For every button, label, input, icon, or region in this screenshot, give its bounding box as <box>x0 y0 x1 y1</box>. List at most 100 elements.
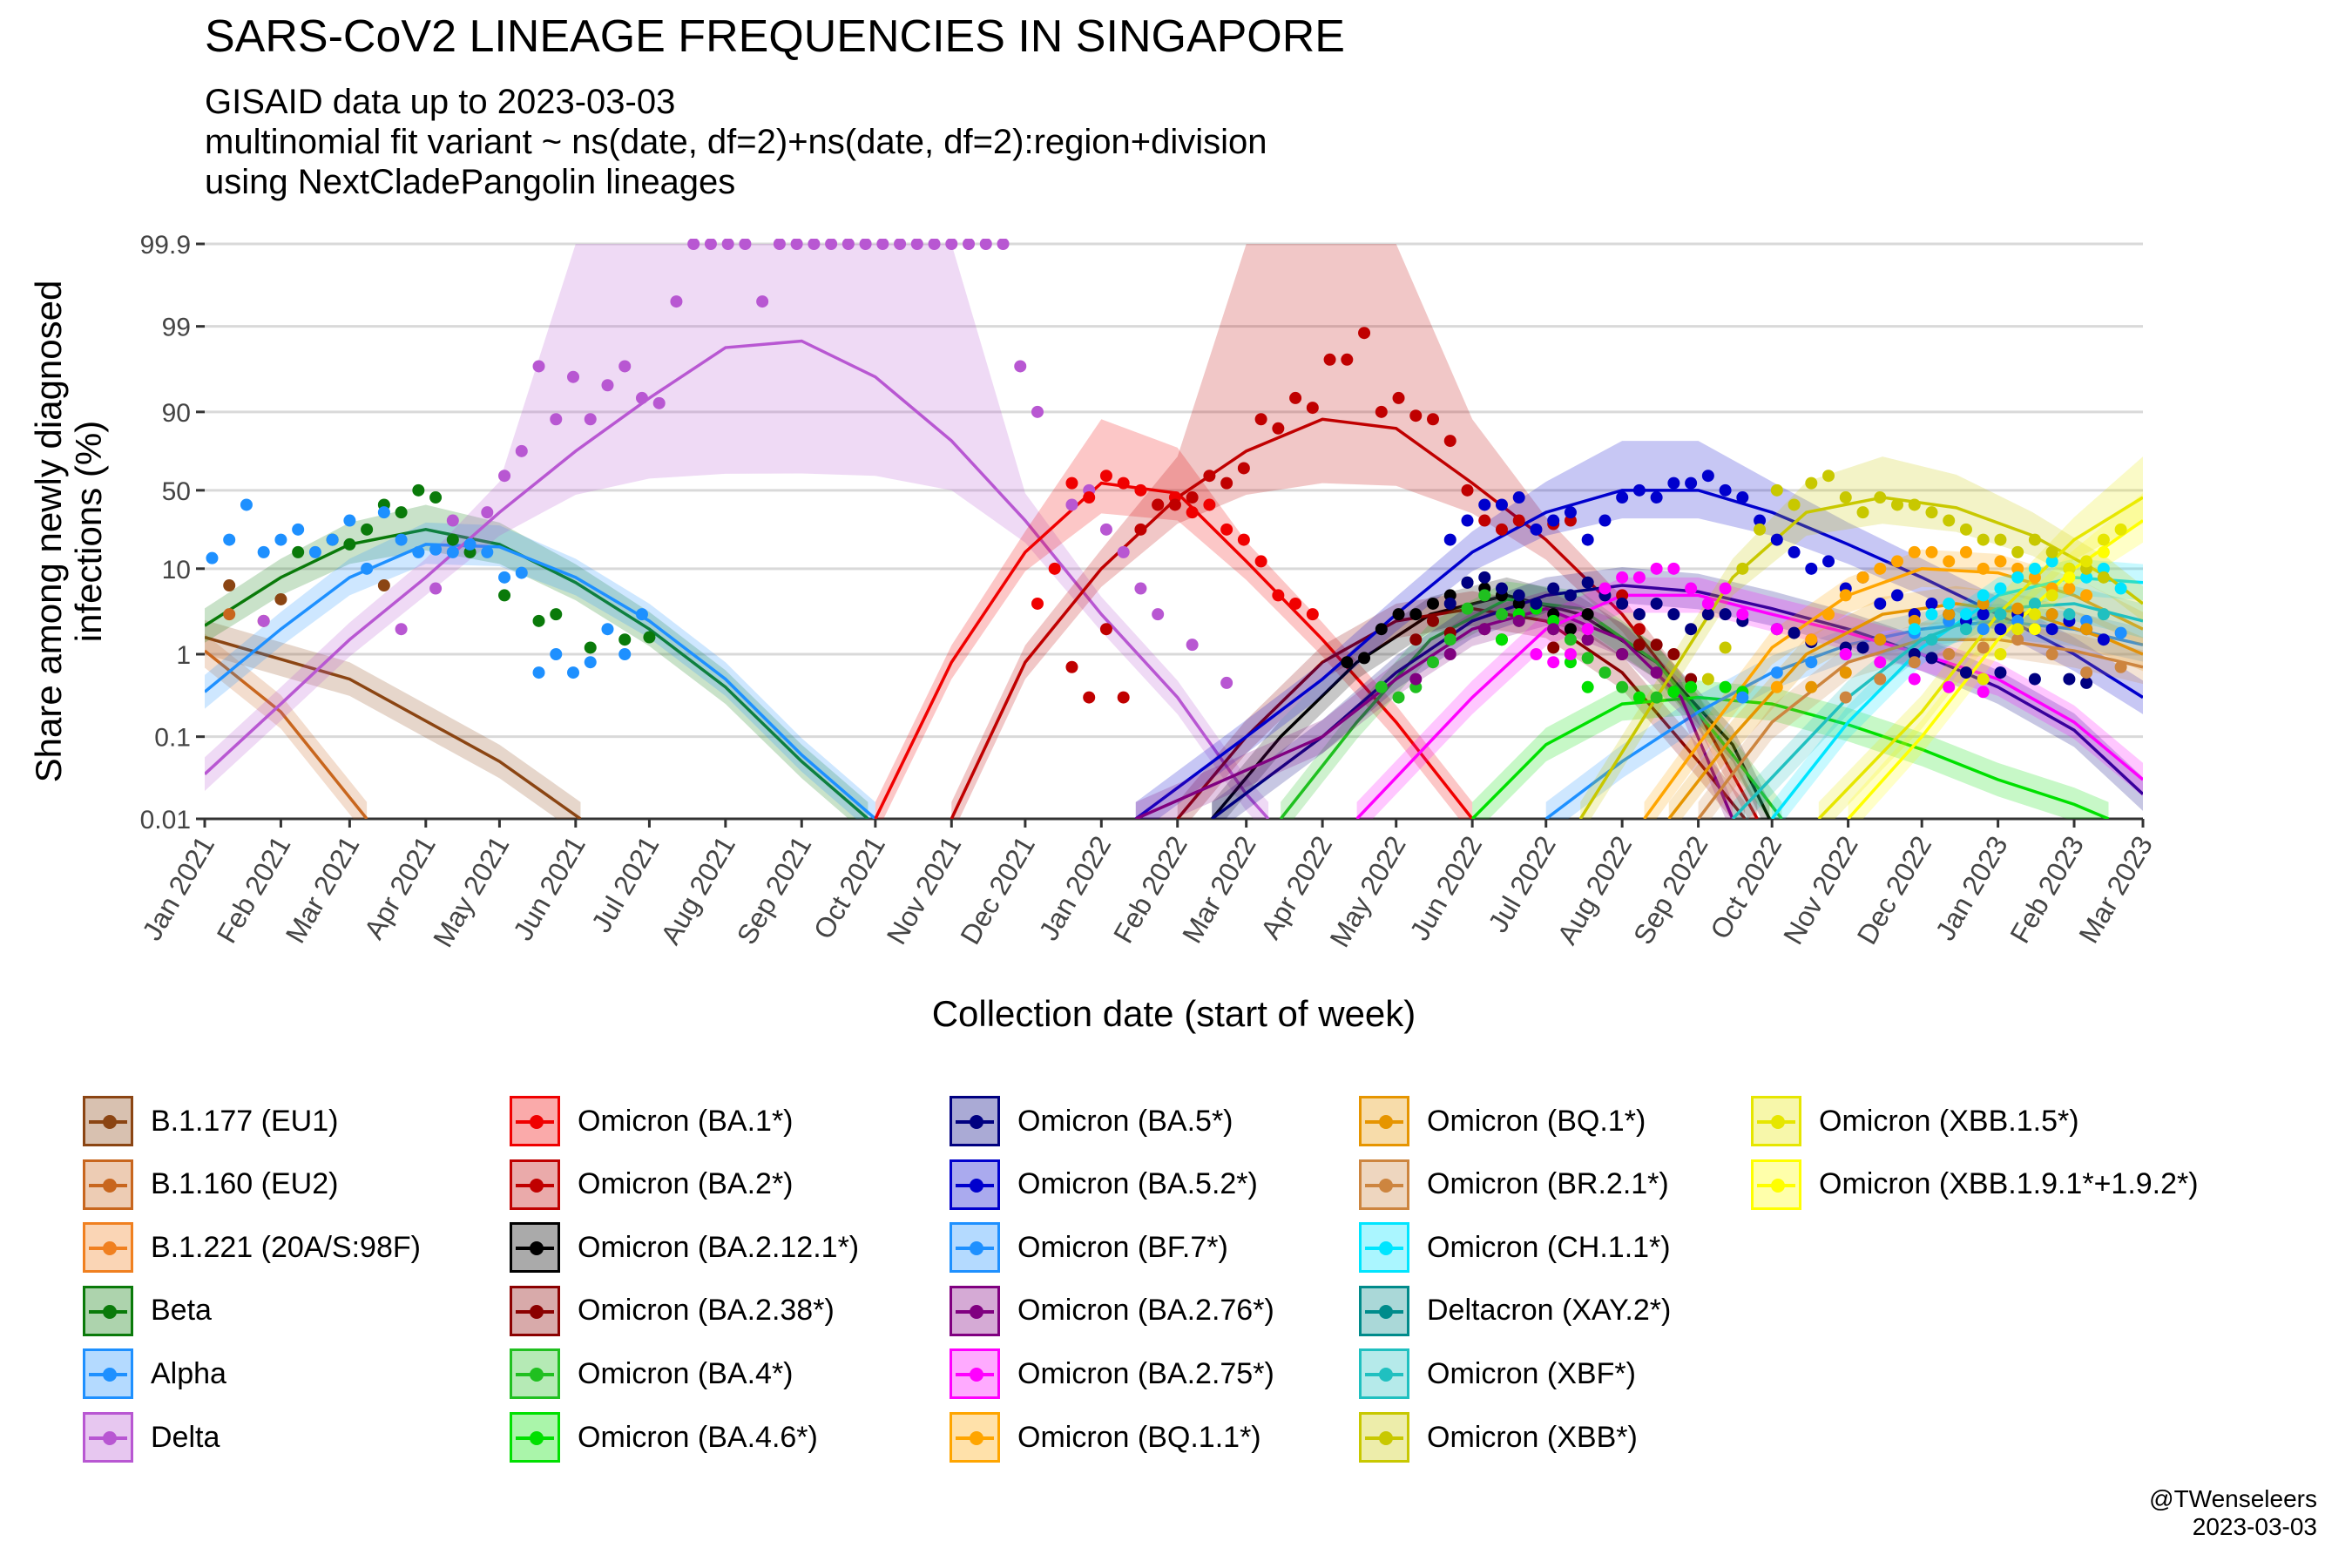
legend-label: Delta <box>151 1420 220 1454</box>
data-point <box>1375 405 1388 418</box>
legend-point-sample <box>103 1241 117 1256</box>
data-point <box>1512 491 1525 504</box>
legend-swatch <box>510 1159 560 1210</box>
data-point <box>1065 660 1078 673</box>
legend-swatch <box>83 1412 133 1463</box>
data-point <box>2011 545 2024 558</box>
ci-band <box>1772 558 2143 819</box>
data-point <box>825 239 838 250</box>
data-point <box>584 413 597 426</box>
data-point <box>1409 608 1423 621</box>
data-point <box>1117 545 1130 558</box>
data-point <box>876 239 889 250</box>
data-point <box>1530 648 1543 661</box>
data-point <box>2028 597 2041 610</box>
data-point <box>1495 608 1508 621</box>
legend-label: Omicron (BA.2.12.1*) <box>578 1230 860 1264</box>
data-point <box>1874 633 1887 646</box>
data-point <box>1874 597 1887 610</box>
data-point <box>1632 691 1646 704</box>
data-point <box>601 379 614 392</box>
data-point <box>910 239 923 250</box>
data-point <box>584 641 597 654</box>
legend-point-sample <box>530 1368 544 1382</box>
data-point <box>2045 555 2058 568</box>
data-point <box>2063 582 2076 595</box>
x-tick-label: Nov 2021 <box>881 831 968 950</box>
data-point <box>2045 648 2058 661</box>
data-point <box>1685 623 1698 636</box>
legend-point-sample <box>970 1368 983 1382</box>
x-tick-label: Oct 2022 <box>1704 831 1788 944</box>
data-point <box>1959 666 1972 679</box>
data-point <box>1512 614 1525 627</box>
data-point <box>2097 633 2110 646</box>
data-point <box>1443 533 1456 546</box>
legend-swatch <box>83 1159 133 1210</box>
data-point <box>928 239 941 250</box>
data-point <box>343 537 356 551</box>
subtitle-line: multinomial fit variant ~ ns(date, df=2)… <box>205 123 1267 161</box>
legend-label: Omicron (BQ.1*) <box>1427 1104 1646 1138</box>
legend-label: Omicron (BA.2.75*) <box>1017 1356 1274 1390</box>
x-tick-label: Aug 2022 <box>1551 831 1639 950</box>
legend-swatch <box>950 1159 1000 1210</box>
legend-item: Omicron (XBB.1.9.1*+1.9.2*) <box>1751 1157 2199 1213</box>
data-point <box>2080 676 2093 689</box>
data-point <box>1427 597 1440 610</box>
fit-line <box>1211 584 2143 819</box>
legend-point-sample <box>1771 1115 1785 1129</box>
data-point <box>704 239 717 250</box>
data-point <box>1908 672 1921 686</box>
data-point <box>1581 680 1594 693</box>
data-point <box>1099 523 1112 536</box>
ci-band <box>1212 567 2143 819</box>
y-axis-title-line: Share among newly diagnosed <box>28 280 69 783</box>
legend-label: Omicron (BA.4.6*) <box>578 1420 818 1454</box>
data-point <box>1409 633 1423 646</box>
data-point <box>206 551 219 564</box>
data-point <box>1461 514 1474 527</box>
legend-label: Omicron (BA.2*) <box>578 1167 794 1201</box>
data-point <box>1564 589 1577 602</box>
legend-label: Omicron (XBB*) <box>1427 1420 1638 1454</box>
data-point <box>1943 648 1956 661</box>
data-point <box>481 545 494 558</box>
legend-label: Omicron (XBB.1.5*) <box>1819 1104 2079 1138</box>
data-point <box>1650 562 1663 575</box>
data-point <box>652 396 666 409</box>
data-point <box>2045 623 2058 636</box>
data-point <box>1478 498 1491 511</box>
subtitle-line: GISAID data up to 2023-03-03 <box>205 83 676 121</box>
legend-swatch <box>510 1348 560 1400</box>
data-point <box>1632 639 1646 652</box>
data-point <box>1495 523 1508 536</box>
legend-swatch <box>510 1096 560 1146</box>
data-point <box>1306 608 1319 621</box>
data-point <box>1358 327 1371 340</box>
subtitle-line: using NextCladePangolin lineages <box>205 163 736 201</box>
data-point <box>1478 514 1491 527</box>
data-point <box>567 370 580 383</box>
data-point <box>1564 633 1577 646</box>
data-point <box>1943 680 1956 693</box>
data-point <box>1650 639 1663 652</box>
data-point <box>1977 562 1990 575</box>
legend-item: Omicron (BQ.1.1*) <box>950 1409 1261 1465</box>
x-tick-label: Jan 2023 <box>1930 831 2014 946</box>
data-point <box>1564 506 1577 519</box>
data-point <box>1977 686 1990 699</box>
data-point <box>2097 533 2110 546</box>
data-point <box>2097 545 2110 558</box>
data-point <box>550 413 563 426</box>
data-point <box>894 239 907 250</box>
data-point <box>1616 589 1629 602</box>
legend-point-sample <box>103 1304 117 1319</box>
data-point <box>1083 691 1096 704</box>
legend-point-sample <box>103 1431 117 1445</box>
data-point <box>1289 391 1302 404</box>
data-point <box>1770 680 1783 693</box>
ci-band <box>1472 680 2109 819</box>
data-point <box>1890 555 1903 568</box>
data-point <box>643 631 656 644</box>
